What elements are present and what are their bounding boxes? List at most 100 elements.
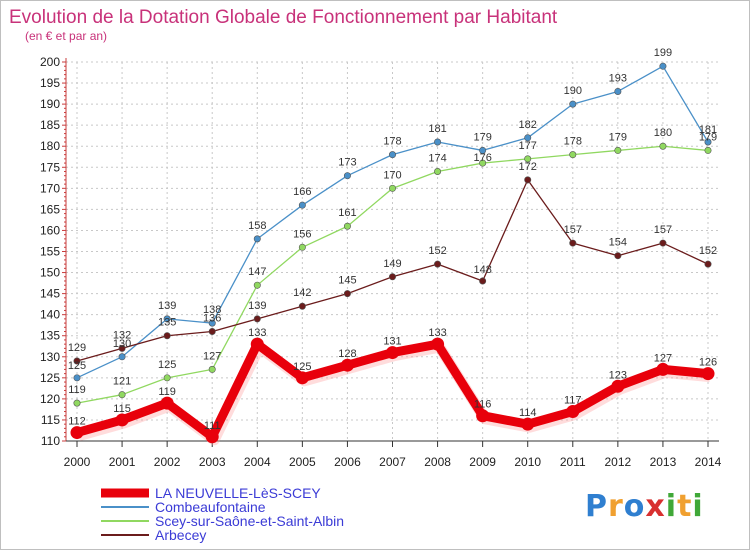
data-label-3: 139 <box>248 300 266 312</box>
series-point-1 <box>208 319 216 327</box>
y-tick-label: 140 <box>40 308 60 322</box>
data-label-1: 139 <box>158 300 176 312</box>
x-tick-label: 2008 <box>424 455 451 469</box>
y-tick-label: 200 <box>40 55 60 69</box>
legend-label-0: LA NEUVELLE-LèS-SCEY <box>155 485 321 501</box>
series-point-2 <box>479 159 487 167</box>
series-point-0 <box>431 337 445 351</box>
data-label-0: 133 <box>428 327 446 339</box>
y-tick-label: 155 <box>40 245 60 259</box>
x-tick-label: 2013 <box>650 455 677 469</box>
y-tick-label: 175 <box>40 160 60 174</box>
series-point-0 <box>566 405 580 419</box>
data-label-1: 125 <box>68 360 86 372</box>
x-tick-label: 2000 <box>64 455 91 469</box>
data-label-0: 126 <box>699 357 717 369</box>
data-label-2: 147 <box>248 266 266 278</box>
series-point-2 <box>659 142 667 150</box>
data-label-3: 152 <box>699 245 717 257</box>
data-label-0: 117 <box>564 395 582 407</box>
series-point-1 <box>569 100 577 108</box>
proxiti-logo: Proxiti <box>585 489 704 524</box>
series-point-1 <box>73 374 81 382</box>
x-tick-label: 2010 <box>514 455 541 469</box>
y-tick-label: 185 <box>40 118 60 132</box>
x-tick-label: 2003 <box>199 455 226 469</box>
series-point-2 <box>253 281 261 289</box>
series-point-2 <box>704 146 712 154</box>
data-label-2: 119 <box>68 384 86 396</box>
series-point-0 <box>340 358 354 372</box>
x-tick-label: 2002 <box>154 455 181 469</box>
legend-label-2: Scey-sur-Saône-et-Saint-Albin <box>155 513 344 529</box>
y-tick-label: 165 <box>40 202 60 216</box>
data-label-1: 179 <box>473 131 491 143</box>
series-point-2 <box>569 151 577 159</box>
y-tick-label: 195 <box>40 76 60 90</box>
data-label-0: 111 <box>204 420 221 432</box>
data-label-3: 172 <box>519 161 537 173</box>
data-label-3: 157 <box>564 224 582 236</box>
data-label-3: 145 <box>338 275 356 287</box>
x-tick-label: 2004 <box>244 455 271 469</box>
data-label-2: 170 <box>383 169 401 181</box>
series-point-3 <box>659 239 667 247</box>
data-label-2: 179 <box>609 131 627 143</box>
chart-title: Evolution de la Dotation Globale de Fonc… <box>9 7 558 28</box>
y-tick-label: 170 <box>40 181 60 195</box>
series-point-3 <box>524 176 532 184</box>
y-tick-label: 125 <box>40 371 60 385</box>
series-point-1 <box>253 235 261 243</box>
data-label-2: 174 <box>428 152 446 164</box>
data-label-2: 161 <box>338 207 356 219</box>
series-point-3 <box>343 290 351 298</box>
data-label-1: 173 <box>338 157 356 169</box>
data-label-2: 179 <box>699 131 717 143</box>
series-point-1 <box>704 138 712 146</box>
data-label-1: 166 <box>293 186 311 198</box>
series-point-1 <box>524 134 532 142</box>
series-point-3 <box>73 357 81 365</box>
series-point-3 <box>479 277 487 285</box>
series-point-3 <box>614 252 622 260</box>
data-label-2: 125 <box>158 359 176 371</box>
data-label-0: 131 <box>383 336 401 348</box>
logo-letter: i <box>665 489 678 524</box>
data-label-0: 116 <box>474 399 492 411</box>
data-label-2: 121 <box>113 376 131 388</box>
data-label-0: 115 <box>113 403 131 415</box>
y-tick-label: 110 <box>41 434 60 448</box>
data-label-0: 114 <box>519 407 537 419</box>
logo-letter: i <box>692 489 704 524</box>
logo-letter: P <box>585 489 608 524</box>
series-point-2 <box>208 365 216 373</box>
data-label-0: 123 <box>609 369 627 381</box>
legend: LA NEUVELLE-LèS-SCEYCombeaufontaineScey-… <box>101 485 344 543</box>
chart-subtitle: (en € et par an) <box>25 29 107 43</box>
data-label-2: 176 <box>473 152 491 164</box>
logo-letter: o <box>623 489 646 524</box>
y-tick-label: 130 <box>40 350 60 364</box>
data-label-3: 152 <box>428 245 446 257</box>
series-point-1 <box>388 151 396 159</box>
x-tick-label: 2005 <box>289 455 316 469</box>
series-point-2 <box>298 243 306 251</box>
legend-label-3: Arbecey <box>155 527 206 543</box>
series-point-3 <box>569 239 577 247</box>
series-point-0 <box>656 362 670 376</box>
series-point-2 <box>118 391 126 399</box>
data-label-3: 154 <box>609 237 627 249</box>
data-label-1: 193 <box>609 72 627 84</box>
y-tick-label: 135 <box>40 329 60 343</box>
y-tick-label: 190 <box>40 97 60 111</box>
data-label-1: 138 <box>203 304 221 316</box>
series-point-3 <box>208 328 216 336</box>
series-point-3 <box>163 332 171 340</box>
series-point-2 <box>388 184 396 192</box>
data-label-3: 149 <box>383 258 401 270</box>
series-point-0 <box>476 409 490 423</box>
y-tick-label: 150 <box>40 266 60 280</box>
x-tick-label: 2001 <box>109 455 136 469</box>
legend-label-1: Combeaufontaine <box>155 499 266 515</box>
